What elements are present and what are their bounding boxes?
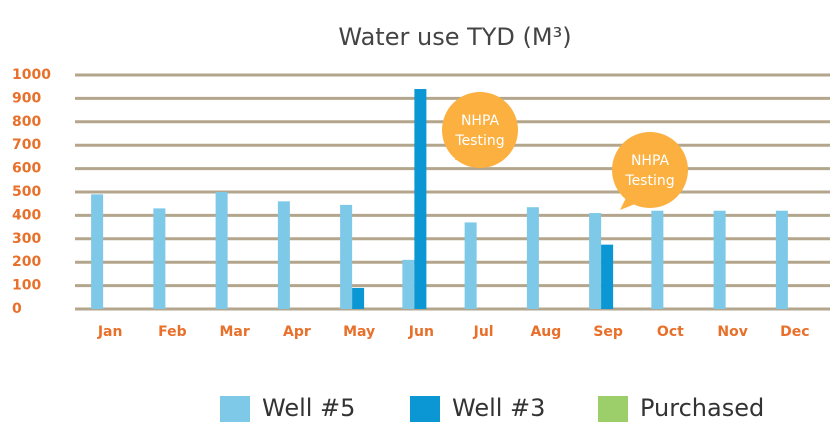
bar — [277, 201, 290, 309]
callout-text: NHPA — [631, 153, 670, 169]
x-tick-label: Dec — [780, 324, 809, 340]
y-tick-label: 500 — [12, 184, 41, 200]
bar — [526, 207, 539, 309]
y-tick-label: 1000 — [12, 67, 51, 83]
x-tick-label: Mar — [219, 324, 249, 340]
x-tick-label: Aug — [530, 324, 561, 340]
y-tick-label: 800 — [12, 114, 41, 130]
bar — [651, 210, 664, 309]
x-tick-label: Feb — [158, 324, 187, 340]
bar — [402, 259, 415, 309]
y-tick-label: 900 — [12, 90, 41, 106]
bar — [464, 222, 477, 309]
bar — [414, 89, 427, 309]
bar — [589, 213, 602, 309]
bar — [713, 210, 726, 309]
legend-swatch — [220, 396, 250, 422]
bar — [91, 194, 104, 309]
legend-label: Well #3 — [452, 394, 545, 422]
bar — [340, 204, 353, 309]
x-tick-label: Jun — [408, 324, 434, 340]
bar — [352, 287, 365, 309]
y-tick-label: 0 — [12, 301, 22, 317]
x-tick-label: May — [343, 324, 375, 340]
bar — [601, 244, 614, 309]
legend-swatch — [598, 396, 628, 422]
x-tick-label: Jan — [97, 324, 123, 340]
x-tick-label: Oct — [657, 324, 684, 340]
legend-label: Purchased — [640, 394, 764, 422]
callout-bubble — [612, 132, 688, 208]
y-tick-label: 300 — [12, 231, 41, 247]
y-tick-label: 100 — [12, 278, 41, 294]
bar — [153, 208, 166, 309]
x-tick-label: Apr — [283, 324, 311, 340]
y-tick-label: 600 — [12, 161, 41, 177]
callout-text: Testing — [624, 173, 674, 189]
y-tick-label: 400 — [12, 207, 41, 223]
x-tick-label: Jul — [473, 324, 494, 340]
y-tick-label: 200 — [12, 254, 41, 270]
legend-swatch — [410, 396, 440, 422]
callout-text: Testing — [454, 133, 504, 149]
y-tick-label: 700 — [12, 137, 41, 153]
callout-text: NHPA — [461, 113, 500, 129]
x-tick-label: Nov — [717, 324, 747, 340]
x-tick-label: Sep — [593, 324, 623, 340]
bar — [775, 210, 788, 309]
legend-label: Well #5 — [262, 394, 355, 422]
chart-title: Water use TYD (M³) — [338, 23, 571, 51]
bar — [215, 192, 228, 309]
callout-bubble — [442, 92, 518, 168]
